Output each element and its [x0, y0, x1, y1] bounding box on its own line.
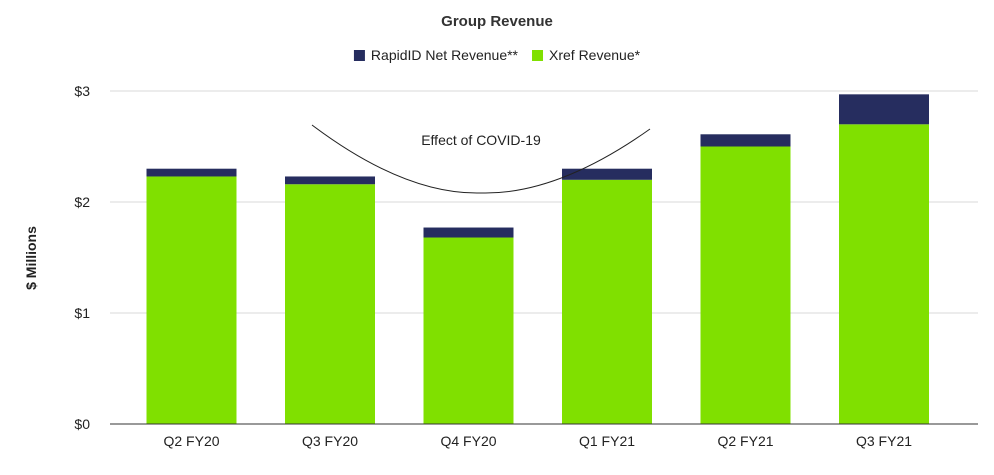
annotation-label: Effect of COVID-19	[421, 132, 541, 148]
legend-label-xref-revenue: Xref Revenue*	[549, 47, 641, 63]
annotation: Effect of COVID-19	[311, 124, 651, 194]
y-axis-label: $ Millions	[23, 226, 39, 290]
legend: RapidID Net Revenue** Xref Revenue*	[353, 47, 641, 63]
bar-rapidid-net-revenue	[285, 176, 375, 185]
chart-title: Group Revenue	[441, 13, 553, 30]
annotation-curve	[311, 124, 651, 194]
x-tick-label: Q3 FY20	[302, 433, 358, 449]
gridlines: $0 $1 $2 $3	[74, 83, 978, 432]
bar-xref-revenue	[562, 179, 652, 424]
legend-swatch-rapidid-net-revenue	[353, 50, 365, 61]
bar-xref-revenue	[285, 184, 375, 424]
bar-xref-revenue	[146, 176, 237, 424]
bar-xref-revenue	[700, 146, 791, 424]
x-tick-label: Q2 FY20	[163, 433, 219, 449]
bar-rapidid-net-revenue	[700, 134, 791, 147]
bar-rapidid-net-revenue	[423, 227, 514, 238]
y-tick-label: $2	[74, 194, 90, 210]
bar-xref-revenue	[839, 124, 929, 425]
y-tick-label: $3	[74, 83, 90, 99]
x-tick-label: Q1 FY21	[579, 433, 635, 449]
bar-xref-revenue	[423, 237, 514, 424]
bar-rapidid-net-revenue	[839, 94, 929, 125]
legend-swatch-xref-revenue	[532, 50, 544, 61]
bars	[146, 94, 929, 425]
x-axis: Q2 FY20 Q3 FY20 Q4 FY20 Q1 FY21 Q2 FY21 Q3 FY…	[110, 423, 978, 449]
x-tick-label: Q2 FY21	[717, 433, 773, 449]
legend-label-rapidid-net-revenue: RapidID Net Revenue**	[371, 47, 519, 63]
bar-rapidid-net-revenue	[562, 168, 652, 180]
y-tick-label: $1	[74, 305, 90, 321]
bar-rapidid-net-revenue	[146, 168, 237, 177]
x-tick-label: Q4 FY20	[440, 433, 496, 449]
y-tick-label: $0	[74, 416, 90, 432]
x-tick-label: Q3 FY21	[856, 433, 912, 449]
